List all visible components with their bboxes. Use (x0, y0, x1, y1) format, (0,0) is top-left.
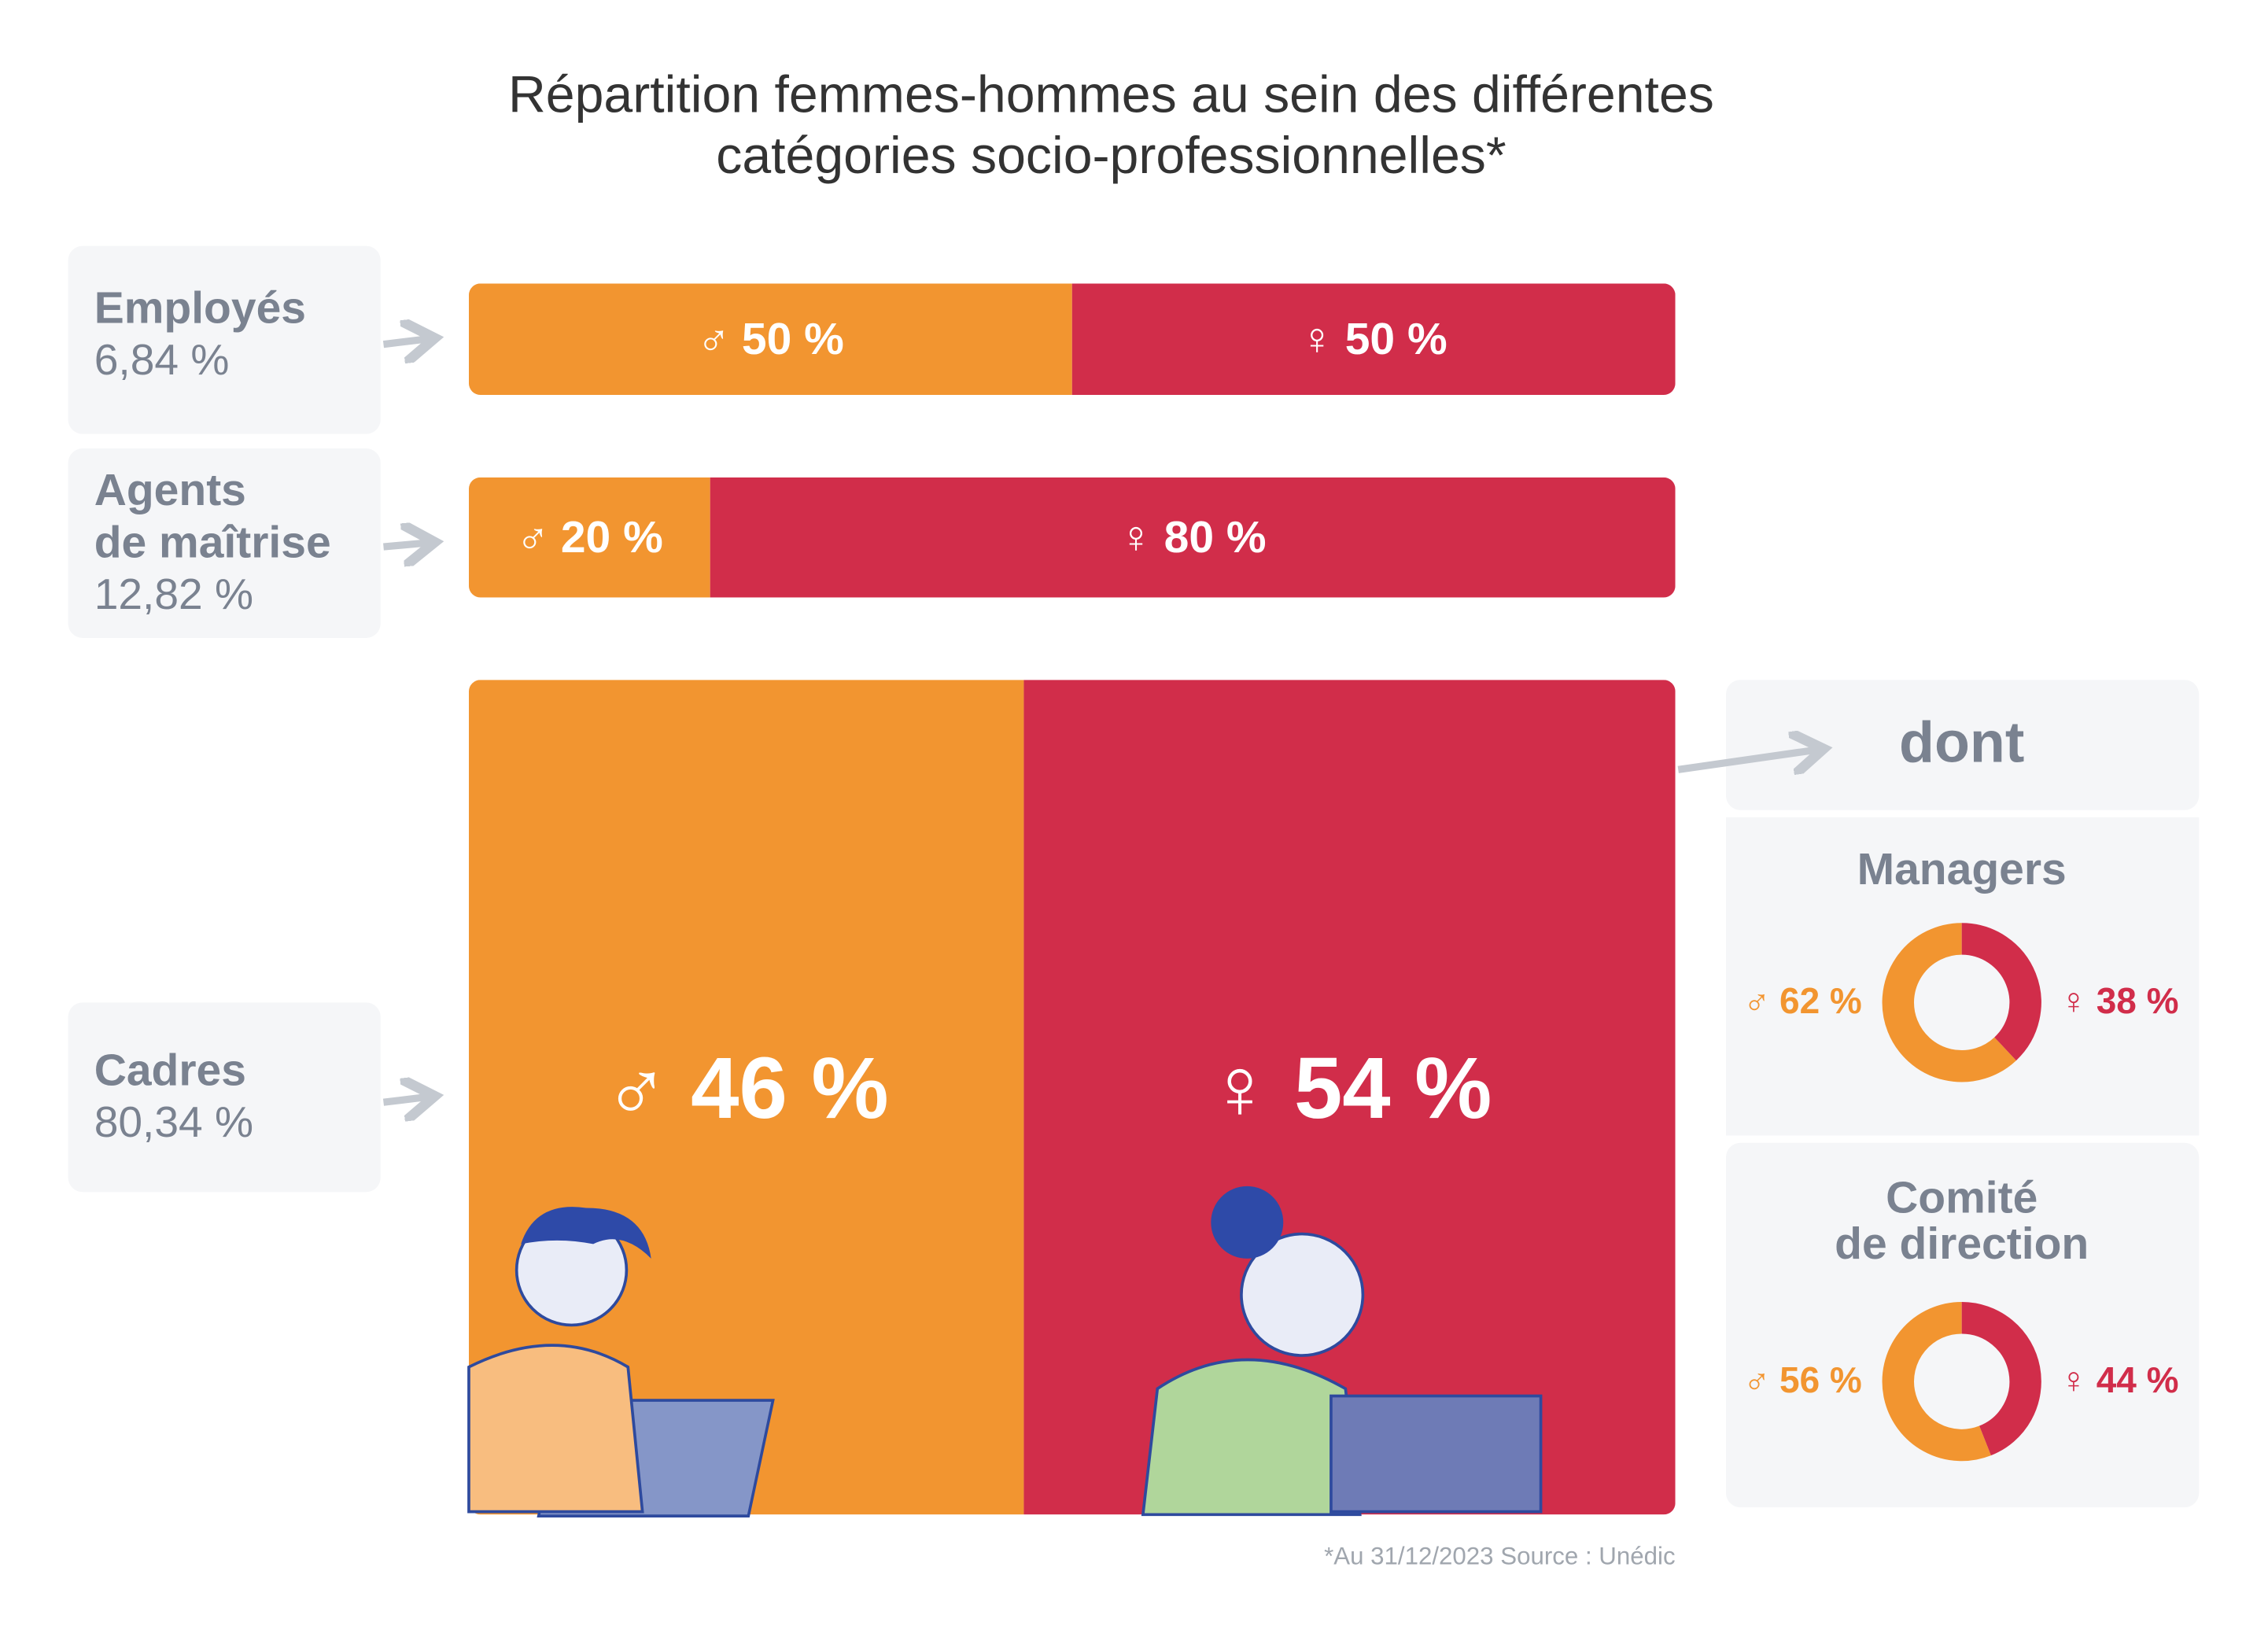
arrow (383, 543, 431, 548)
value-label: ♀ 38 % (2060, 980, 2179, 1021)
illustration (1141, 1358, 1362, 1517)
group-name: Comité (1886, 1172, 2038, 1222)
title: Répartition femmes-hommes au sein des di… (508, 66, 1714, 124)
value-label: ♀ 80 % (1119, 512, 1267, 562)
panel (1725, 680, 2200, 810)
gender-symbol: ♀ (2060, 980, 2087, 1021)
panel (68, 1002, 381, 1193)
donut-segment (1960, 923, 2041, 1061)
value-label: ♀ 44 % (2060, 1359, 2179, 1400)
value-label: ♂ 50 % (697, 314, 844, 364)
gender-symbol: ♀ (1119, 512, 1153, 562)
value-label: ♂ 20 % (516, 512, 663, 562)
illustration (521, 1207, 651, 1259)
bar-segment (710, 477, 1676, 598)
donut-segment (1882, 1301, 1991, 1462)
value-text: 54 % (1294, 1040, 1492, 1137)
category-name: Agents (94, 465, 246, 515)
gender-symbol: ♂ (1743, 1359, 1770, 1400)
illustration (1329, 1394, 1543, 1514)
value-text: 80 % (1164, 512, 1267, 562)
value-text: 56 % (1779, 1359, 1862, 1400)
donut-segment (1882, 923, 2016, 1082)
panel (1725, 817, 2200, 1136)
title: catégories socio-professionnelles* (716, 127, 1506, 185)
value-label: ♂ 56 % (1743, 1359, 1862, 1400)
donut-segment (1960, 1301, 2041, 1456)
arrows (382, 338, 1820, 1102)
value-text: 62 % (1779, 980, 1862, 1021)
category-share: 12,82 % (94, 570, 253, 618)
category-share: 6,84 % (94, 335, 230, 384)
gender-symbol: ♀ (2060, 1359, 2087, 1400)
value-text: 50 % (1345, 314, 1448, 364)
gender-symbol: ♂ (516, 512, 550, 562)
bar-segment (468, 477, 710, 598)
value-text: 46 % (691, 1040, 888, 1137)
gender-symbol: ♀ (1300, 314, 1334, 364)
group-name: de direction (1835, 1219, 2089, 1269)
gender-symbol: ♂ (604, 1040, 669, 1137)
bar-segment (468, 283, 1072, 396)
footnote: *Au 31/12/2023 Source : Unédic (1324, 1543, 1676, 1570)
category-share: 80,34 % (94, 1097, 253, 1146)
category-name: de maîtrise (94, 517, 331, 567)
value-label: ♂ 46 % (604, 1040, 889, 1137)
value-text: 50 % (742, 314, 844, 364)
value-text: 44 % (2097, 1359, 2179, 1400)
category-name: Employés (94, 282, 306, 333)
arrow (382, 338, 431, 344)
illustration (1240, 1232, 1365, 1357)
illustration (1211, 1186, 1284, 1259)
value-text: 20 % (561, 512, 663, 562)
group-name: Managers (1857, 844, 2067, 894)
value-label: ♂ 62 % (1743, 980, 1862, 1021)
gender-symbol: ♀ (1208, 1040, 1273, 1137)
arrow (1677, 750, 1820, 770)
panel (68, 245, 381, 434)
gender-symbol: ♂ (1743, 980, 1770, 1021)
illustration (467, 1344, 644, 1514)
detail-heading: dont (1899, 709, 2024, 774)
value-label: ♀ 50 % (1300, 314, 1448, 364)
gender-symbol: ♂ (697, 314, 731, 364)
value-text: 38 % (2097, 980, 2179, 1021)
bar-segment (1071, 283, 1676, 396)
bar-segment (1023, 680, 1676, 1515)
value-label: ♀ 54 % (1208, 1040, 1492, 1137)
category-name: Cadres (94, 1045, 246, 1096)
arrow (382, 1097, 431, 1102)
panel (68, 448, 381, 638)
